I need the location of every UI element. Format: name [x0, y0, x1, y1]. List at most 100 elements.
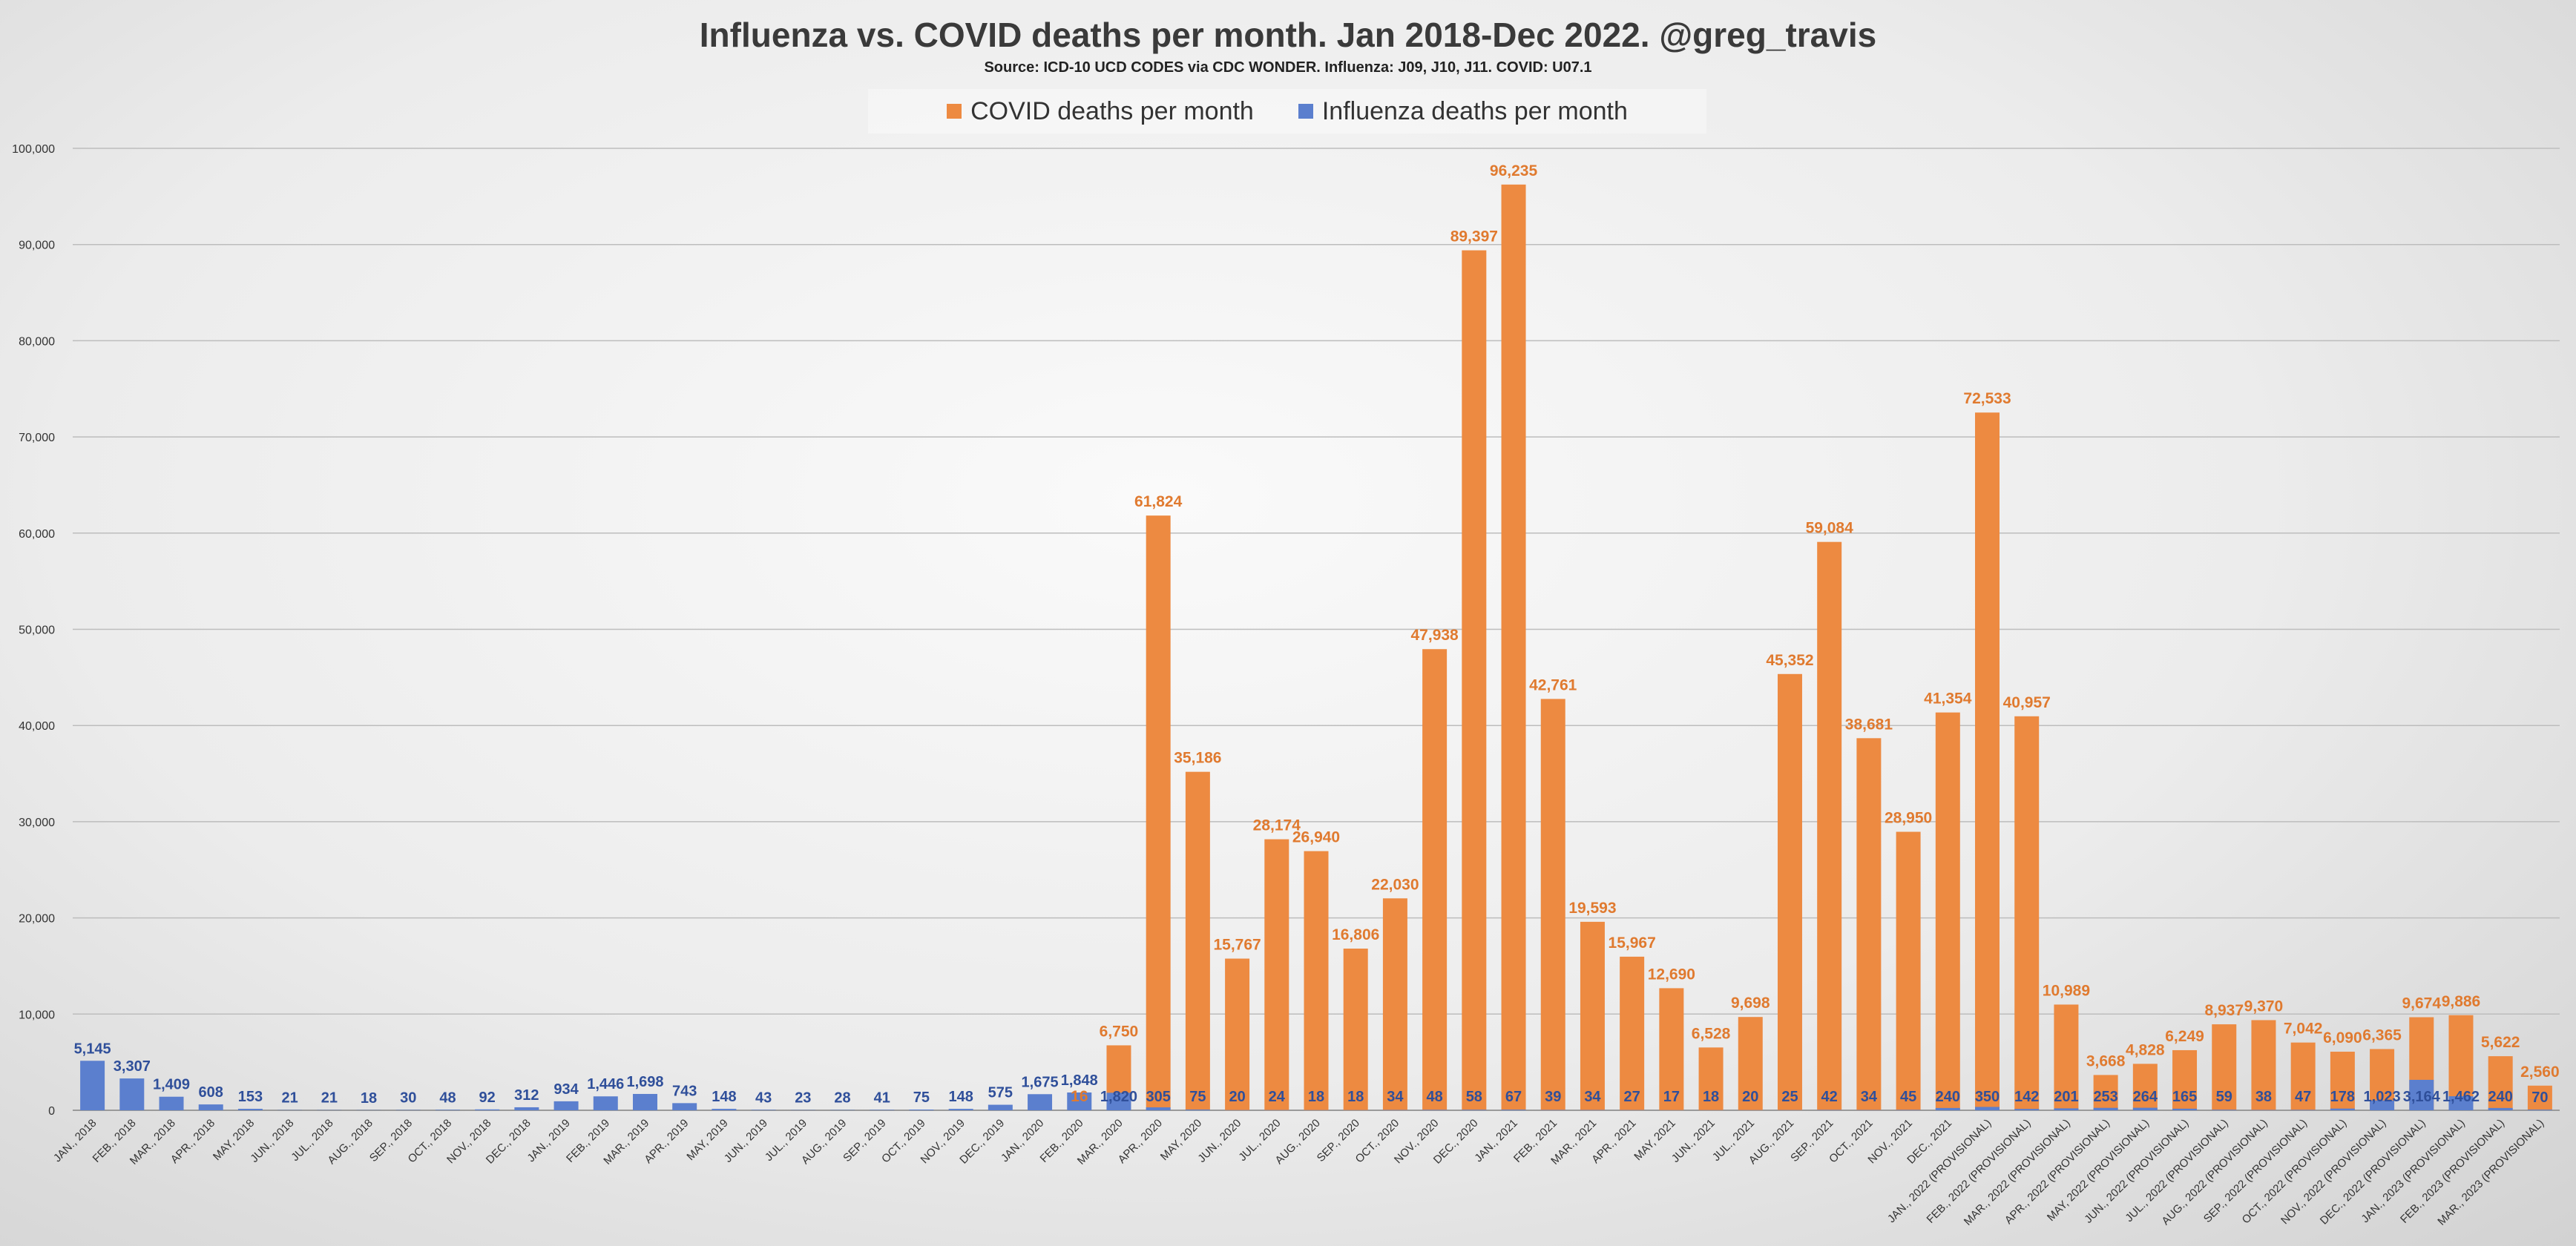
influenza-data-label: 743	[672, 1083, 697, 1099]
covid-bar	[2251, 1020, 2276, 1110]
covid-data-label: 6,090	[2323, 1029, 2362, 1046]
covid-data-label: 96,235	[1490, 162, 1538, 179]
y-tick-label: 10,000	[19, 1009, 55, 1021]
influenza-data-label: 1,462	[2442, 1089, 2480, 1105]
covid-data-label: 47,938	[1411, 627, 1459, 644]
covid-data-label: 10,989	[2043, 982, 2090, 999]
influenza-bar	[2054, 1108, 2079, 1110]
influenza-data-label: 18	[361, 1090, 377, 1107]
covid-data-label: 9,698	[1731, 995, 1770, 1012]
influenza-bar	[593, 1096, 618, 1110]
influenza-data-label: 21	[282, 1090, 298, 1107]
covid-bar	[1501, 184, 1526, 1111]
covid-data-label: 26,940	[1292, 829, 1340, 846]
legend-item-influenza: Influenza deaths per month	[1298, 97, 1628, 126]
covid-bar	[2093, 1075, 2118, 1110]
influenza-data-label: 58	[1466, 1089, 1482, 1105]
covid-data-label: 45,352	[1766, 652, 1813, 669]
covid-data-label: 22,030	[1371, 876, 1419, 893]
influenza-data-label: 1,848	[1061, 1072, 1098, 1089]
covid-bar	[1343, 949, 1368, 1110]
influenza-bar	[2409, 1079, 2434, 1110]
influenza-bar	[553, 1101, 579, 1110]
influenza-data-label: 45	[1900, 1089, 1916, 1105]
influenza-data-label: 240	[1936, 1089, 1960, 1105]
influenza-data-label: 34	[1584, 1089, 1601, 1105]
covid-data-label: 28,174	[1253, 817, 1301, 834]
covid-bar	[2132, 1064, 2158, 1110]
influenza-data-label: 148	[712, 1089, 736, 1105]
influenza-bar	[514, 1107, 539, 1110]
covid-bar	[1185, 771, 1210, 1110]
influenza-data-label: 43	[755, 1090, 772, 1106]
influenza-bar	[948, 1109, 973, 1110]
influenza-bar	[119, 1078, 145, 1110]
influenza-data-label: 38	[2255, 1089, 2272, 1105]
covid-bar	[1580, 921, 1605, 1110]
covid-bar	[1856, 738, 1882, 1110]
influenza-data-label: 350	[1975, 1089, 2000, 1105]
covid-bar	[2212, 1024, 2237, 1110]
influenza-data-label: 18	[1703, 1089, 1719, 1105]
covid-data-label: 15,767	[1213, 937, 1261, 954]
influenza-data-label: 240	[2488, 1089, 2513, 1105]
influenza-data-label: 48	[1426, 1089, 1442, 1105]
influenza-data-label: 39	[1545, 1089, 1561, 1105]
influenza-data-label: 18	[1308, 1089, 1324, 1105]
y-tick-label: 80,000	[19, 335, 55, 348]
influenza-bar	[2370, 1100, 2395, 1110]
influenza-data-label: 48	[439, 1090, 456, 1106]
y-tick-label: 70,000	[19, 432, 55, 444]
covid-bar	[1620, 956, 1645, 1110]
legend-swatch-influenza	[1298, 104, 1313, 119]
influenza-bar	[80, 1061, 105, 1110]
influenza-bar	[1146, 1107, 1171, 1110]
influenza-data-label: 1,446	[587, 1076, 624, 1092]
covid-bar	[1659, 988, 1684, 1110]
covid-data-label: 2,560	[2520, 1064, 2560, 1081]
influenza-bar	[632, 1093, 657, 1110]
covid-bar	[2488, 1056, 2513, 1110]
covid-bar	[1146, 515, 1171, 1110]
influenza-data-label: 17	[1663, 1089, 1680, 1105]
influenza-data-label: 201	[2054, 1089, 2078, 1105]
covid-bar	[1422, 649, 1448, 1110]
influenza-data-label: 1,409	[153, 1077, 190, 1093]
influenza-data-label: 59	[2216, 1089, 2232, 1105]
y-tick-label: 90,000	[19, 240, 55, 252]
covid-bar	[2370, 1049, 2395, 1110]
influenza-data-label: 34	[1861, 1089, 1878, 1105]
covid-data-label: 6,750	[1100, 1023, 1139, 1040]
covid-bar	[1975, 412, 2000, 1110]
influenza-data-label: 21	[321, 1090, 338, 1107]
covid-bar	[1698, 1047, 1724, 1110]
influenza-data-label: 70	[2531, 1090, 2548, 1106]
y-tick-label: 100,000	[12, 143, 55, 156]
covid-bar	[2290, 1042, 2316, 1110]
influenza-data-label: 75	[913, 1090, 930, 1106]
influenza-bar	[1067, 1092, 1092, 1110]
covid-bar	[2330, 1052, 2355, 1110]
influenza-data-label: 42	[1821, 1089, 1838, 1105]
y-tick-label: 60,000	[19, 528, 55, 541]
covid-data-label: 59,084	[1806, 520, 1854, 537]
covid-data-label: 35,186	[1174, 750, 1221, 767]
covid-data-label: 6,249	[2165, 1028, 2204, 1045]
chart-title: Influenza vs. COVID deaths per month. Ja…	[699, 16, 1877, 54]
covid-data-label: 9,886	[2442, 993, 2481, 1010]
influenza-data-label: 165	[2172, 1089, 2197, 1105]
influenza-data-label: 27	[1624, 1089, 1640, 1105]
covid-bar	[2527, 1085, 2552, 1110]
influenza-bar	[1975, 1107, 2000, 1110]
influenza-data-label: 28	[834, 1090, 850, 1107]
covid-bar	[1304, 851, 1329, 1110]
y-tick-label: 0	[48, 1105, 55, 1118]
influenza-bar	[2488, 1107, 2513, 1110]
covid-data-label: 16,806	[1332, 926, 1379, 943]
influenza-bar	[2172, 1108, 2198, 1110]
covid-data-label: 41,354	[1924, 690, 1972, 708]
x-tick-label: JUN., 2018	[248, 1117, 296, 1165]
influenza-bar	[988, 1104, 1013, 1110]
influenza-bar	[2093, 1107, 2118, 1110]
